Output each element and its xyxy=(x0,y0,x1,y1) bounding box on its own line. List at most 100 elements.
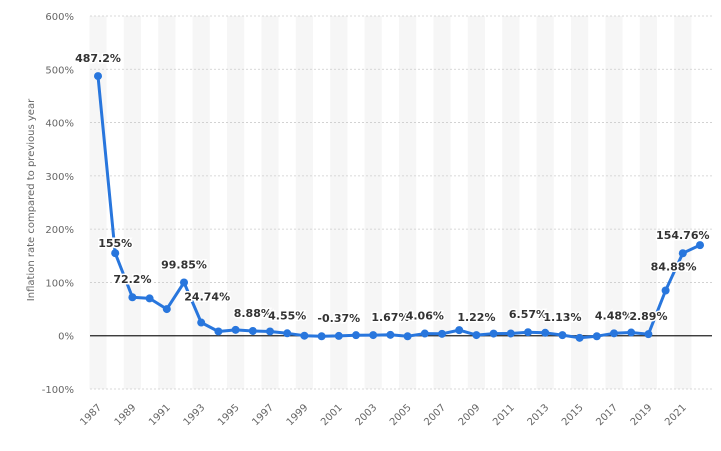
band-2015 xyxy=(571,16,589,389)
x-tick-label: 2005 xyxy=(388,402,414,428)
data-points xyxy=(94,72,704,342)
band-1997 xyxy=(261,16,279,389)
data-point-1996 xyxy=(248,326,257,335)
data-point-1992 xyxy=(180,278,188,287)
data-point-2014 xyxy=(558,331,567,340)
data-labels: 487.2% 155% 72.2% 99.85% 24.74% 8.88%4.55% -0.… xyxy=(74,51,711,327)
band-1987 xyxy=(89,16,107,389)
year-bands xyxy=(89,16,692,389)
data-label: 8.88% xyxy=(234,307,272,320)
data-point-1991 xyxy=(162,305,171,314)
data-point-1998 xyxy=(283,329,292,338)
x-tick-label: 2009 xyxy=(457,402,483,428)
data-label: 84.88% xyxy=(651,260,697,273)
data-point-2021 xyxy=(678,249,687,258)
band-1999 xyxy=(295,16,313,389)
data-point-2015 xyxy=(575,333,584,342)
y-tick-label: 200% xyxy=(45,225,74,236)
x-tick-label: 1999 xyxy=(285,402,311,428)
data-point-2020 xyxy=(661,286,670,295)
band-2011 xyxy=(502,16,520,389)
data-point-2007 xyxy=(438,329,446,338)
band-2019 xyxy=(639,16,657,389)
band-2007 xyxy=(433,16,451,389)
band-2005 xyxy=(399,16,417,389)
x-tick-label: 2015 xyxy=(560,402,586,428)
y-tick-label: 600% xyxy=(45,12,74,23)
data-point-2018 xyxy=(627,328,636,337)
data-point-2000 xyxy=(317,332,326,341)
data-point-1995 xyxy=(231,325,240,334)
data-label: 4.06% xyxy=(406,310,444,323)
x-tick-label: 1987 xyxy=(78,402,104,428)
data-point-2005 xyxy=(403,332,412,341)
data-label: 155% xyxy=(98,237,132,250)
y-axis-title: Inflation rate compared to previous year xyxy=(26,98,37,301)
x-tick-label: 1997 xyxy=(250,402,276,428)
band-2001 xyxy=(330,16,348,389)
data-point-1990 xyxy=(145,294,154,303)
data-point-2013 xyxy=(541,328,550,337)
data-point-1987 xyxy=(94,72,102,81)
band-1995 xyxy=(227,16,245,389)
data-point-2011 xyxy=(506,329,515,338)
data-point-1993 xyxy=(197,318,206,327)
data-point-1997 xyxy=(266,327,274,336)
x-tick-label: 1993 xyxy=(182,402,208,428)
data-point-1994 xyxy=(214,327,223,336)
data-label: 4.55% xyxy=(268,309,306,322)
y-tick-label: 100% xyxy=(45,278,74,289)
data-point-2012 xyxy=(524,328,532,337)
band-2003 xyxy=(364,16,382,389)
data-point-1988 xyxy=(111,249,120,258)
data-point-2004 xyxy=(386,330,395,339)
x-tick-label: 2021 xyxy=(663,402,689,428)
y-tick-label: 0% xyxy=(58,332,74,343)
data-label: 487.2% xyxy=(75,52,121,65)
data-label: 1.67% xyxy=(371,311,409,324)
data-label: 154.76% xyxy=(656,229,709,242)
data-point-1999 xyxy=(300,331,309,340)
band-2009 xyxy=(467,16,485,389)
band-2021 xyxy=(674,16,692,389)
data-point-2019 xyxy=(644,330,653,339)
x-tick-label: 2003 xyxy=(354,402,380,428)
data-point-2022 xyxy=(696,241,704,250)
x-tick-label: 1991 xyxy=(147,402,173,428)
x-tick-label: 2001 xyxy=(319,402,345,428)
y-tick-label: -100% xyxy=(42,385,74,396)
data-label: 2.89% xyxy=(629,310,667,323)
data-point-2009 xyxy=(472,331,481,340)
band-2013 xyxy=(536,16,554,389)
data-label: 1.13% xyxy=(543,311,581,324)
x-tick-label: 2011 xyxy=(491,402,517,428)
x-axis-tick-labels: 1987 1989 1991 1993 1995 1997 1999 2001 2003 2005… xyxy=(78,402,689,428)
data-point-2003 xyxy=(369,331,378,340)
y-tick-label: 400% xyxy=(45,119,74,130)
data-label: 4.48% xyxy=(595,309,633,322)
band-1991 xyxy=(158,16,176,389)
data-label: 99.85% xyxy=(161,259,207,272)
data-point-2002 xyxy=(352,331,360,340)
data-label: 6.57% xyxy=(509,308,547,321)
data-point-2008 xyxy=(455,326,464,335)
band-2017 xyxy=(605,16,623,389)
data-point-2017 xyxy=(610,329,618,338)
data-point-2010 xyxy=(489,329,498,338)
x-tick-label: 2017 xyxy=(594,402,620,428)
y-tick-label: 300% xyxy=(45,172,74,183)
data-point-2001 xyxy=(334,331,343,340)
x-tick-label: 2007 xyxy=(422,402,448,428)
x-tick-label: 1995 xyxy=(216,402,242,428)
data-point-2006 xyxy=(420,329,429,338)
y-axis-tick-labels: -100% 0% 100% 200% 300% 400% 500% 600% xyxy=(42,12,74,396)
data-label: 24.74% xyxy=(184,291,230,304)
x-tick-label: 2013 xyxy=(526,402,552,428)
x-tick-label: 1989 xyxy=(113,402,139,428)
data-point-1989 xyxy=(128,293,137,302)
data-label: 1.22% xyxy=(457,311,495,324)
band-1989 xyxy=(123,16,141,389)
band-1993 xyxy=(192,16,210,389)
data-label: 72.2% xyxy=(113,273,151,286)
